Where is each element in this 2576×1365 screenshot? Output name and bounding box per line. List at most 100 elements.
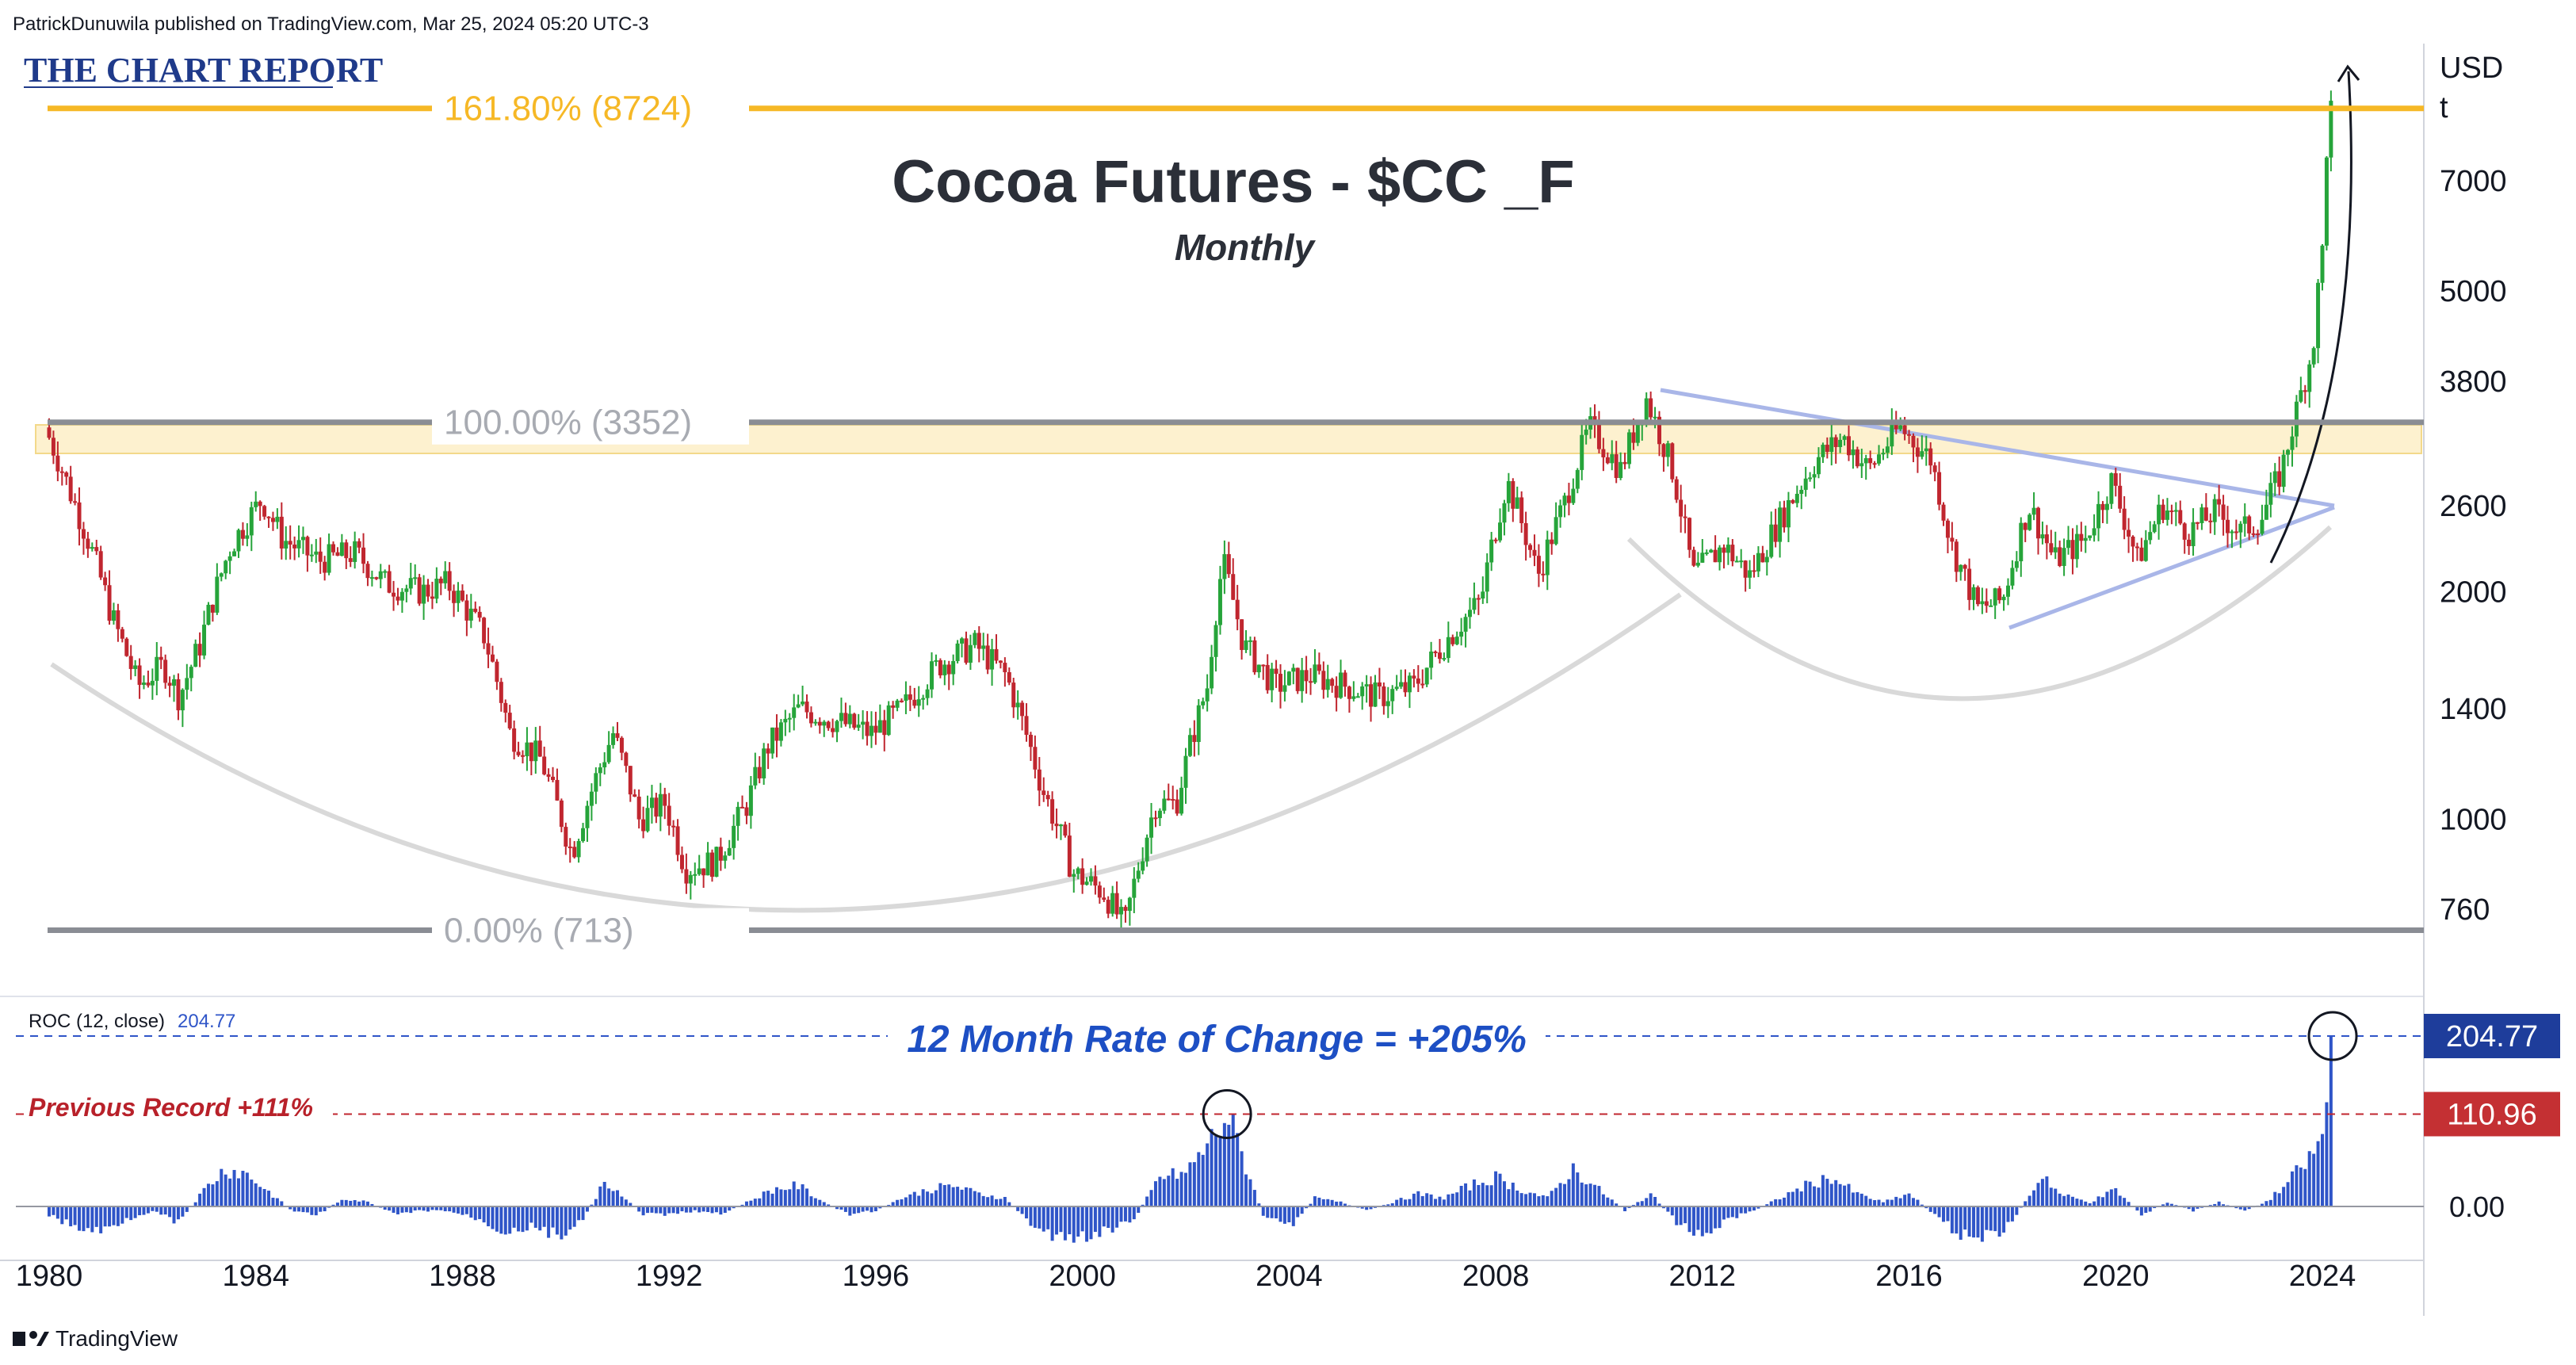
candle xyxy=(1769,511,1774,559)
candle xyxy=(1476,594,1481,615)
footer-brand: TradingView xyxy=(55,1326,178,1351)
candle xyxy=(495,659,499,690)
roc-bar xyxy=(1468,1190,1472,1206)
candle xyxy=(1132,866,1137,914)
candle xyxy=(2079,522,2084,552)
candle xyxy=(2083,526,2088,553)
roc-bar xyxy=(1989,1206,1993,1231)
roc-current-badge-label: 204.77 xyxy=(2446,1020,2538,1053)
roc-bar xyxy=(1722,1206,1726,1220)
candle xyxy=(1110,885,1115,917)
candle xyxy=(1541,561,1546,583)
candle xyxy=(2217,484,2222,517)
roc-bar xyxy=(542,1206,546,1227)
chart-title: Cocoa Futures - $CC _F xyxy=(892,148,1574,216)
roc-bar xyxy=(1675,1206,1679,1225)
candle xyxy=(723,851,728,869)
candle xyxy=(1945,518,1950,553)
candle xyxy=(1558,499,1563,528)
candle xyxy=(2182,522,2187,554)
candle xyxy=(1778,501,1783,558)
roc-bar xyxy=(744,1201,748,1206)
roc-bar xyxy=(1020,1206,1024,1214)
candle xyxy=(2131,535,2135,562)
roc-bar xyxy=(1537,1196,1541,1206)
candle xyxy=(426,579,430,602)
candle xyxy=(521,750,525,764)
roc-bar xyxy=(116,1206,120,1226)
candle xyxy=(766,743,770,770)
roc-bar xyxy=(478,1206,482,1219)
roc-bar xyxy=(1955,1206,1959,1234)
roc-bar xyxy=(512,1206,516,1228)
roc-bar xyxy=(680,1206,684,1212)
candle xyxy=(964,631,969,665)
roc-bar xyxy=(155,1206,159,1212)
roc-bar xyxy=(1455,1192,1459,1206)
candle xyxy=(2070,528,2075,575)
candle xyxy=(1097,881,1102,904)
candle xyxy=(2005,578,2010,606)
candle xyxy=(2311,346,2316,368)
roc-bar xyxy=(1898,1198,1902,1206)
roc-bar xyxy=(1106,1206,1110,1229)
roc-bar xyxy=(396,1206,399,1214)
candle xyxy=(847,705,852,728)
roc-bar xyxy=(383,1206,387,1210)
candle xyxy=(1274,660,1278,688)
roc-current-badge xyxy=(2424,1013,2560,1058)
candle xyxy=(615,721,620,742)
roc-bar xyxy=(585,1206,589,1212)
candle xyxy=(197,632,202,667)
roc-bar xyxy=(1076,1206,1080,1237)
roc-bar xyxy=(1282,1206,1286,1224)
roc-bar xyxy=(2161,1204,2165,1206)
candle xyxy=(146,670,151,688)
roc-bar xyxy=(676,1206,680,1214)
roc-bar xyxy=(439,1206,443,1210)
roc-bar xyxy=(2054,1188,2058,1206)
candle xyxy=(111,602,116,625)
roc-bar xyxy=(2192,1206,2196,1212)
roc-bar xyxy=(564,1206,568,1236)
candle xyxy=(1407,672,1412,709)
roc-bar xyxy=(624,1199,628,1206)
candle xyxy=(1528,543,1533,558)
roc-bar xyxy=(2024,1201,2028,1206)
candle xyxy=(1691,546,1696,568)
candle xyxy=(1347,685,1351,713)
candle xyxy=(1058,824,1063,840)
roc-bar xyxy=(365,1201,369,1206)
roc-bar xyxy=(908,1194,912,1206)
candle xyxy=(2143,530,2148,562)
time-axis: 1980 1984 1988 1992 1996 2000 2004 2008 2012 2016… xyxy=(16,1260,2356,1293)
roc-bar xyxy=(448,1206,452,1212)
roc-bar xyxy=(1420,1195,1424,1206)
roc-bar xyxy=(1326,1199,1330,1206)
candle xyxy=(460,584,464,602)
candle xyxy=(2264,489,2268,520)
candle xyxy=(1907,430,1912,444)
roc-bar xyxy=(1877,1199,1881,1206)
roc-bar xyxy=(1864,1195,1868,1206)
roc-bar xyxy=(1670,1206,1674,1216)
roc-bar xyxy=(1278,1206,1282,1222)
roc-bar xyxy=(2123,1198,2127,1206)
roc-bar xyxy=(1041,1206,1045,1232)
candle xyxy=(839,698,843,728)
roc-last-value: 204.77 xyxy=(178,1011,235,1032)
roc-bar xyxy=(262,1188,266,1206)
roc-bar xyxy=(499,1206,503,1234)
candle xyxy=(753,752,758,790)
roc-bar xyxy=(1705,1206,1709,1233)
roc-bar xyxy=(1412,1193,1416,1206)
roc-bar xyxy=(1774,1199,1778,1206)
candle xyxy=(1377,667,1382,699)
roc-bar xyxy=(818,1199,822,1206)
candle xyxy=(1739,549,1744,568)
roc-bar xyxy=(2100,1197,2104,1206)
roc-bar xyxy=(947,1184,951,1206)
roc-bar xyxy=(1946,1206,1950,1222)
triangle-lower-trendline xyxy=(2008,505,2335,630)
roc-bar xyxy=(1735,1206,1739,1218)
